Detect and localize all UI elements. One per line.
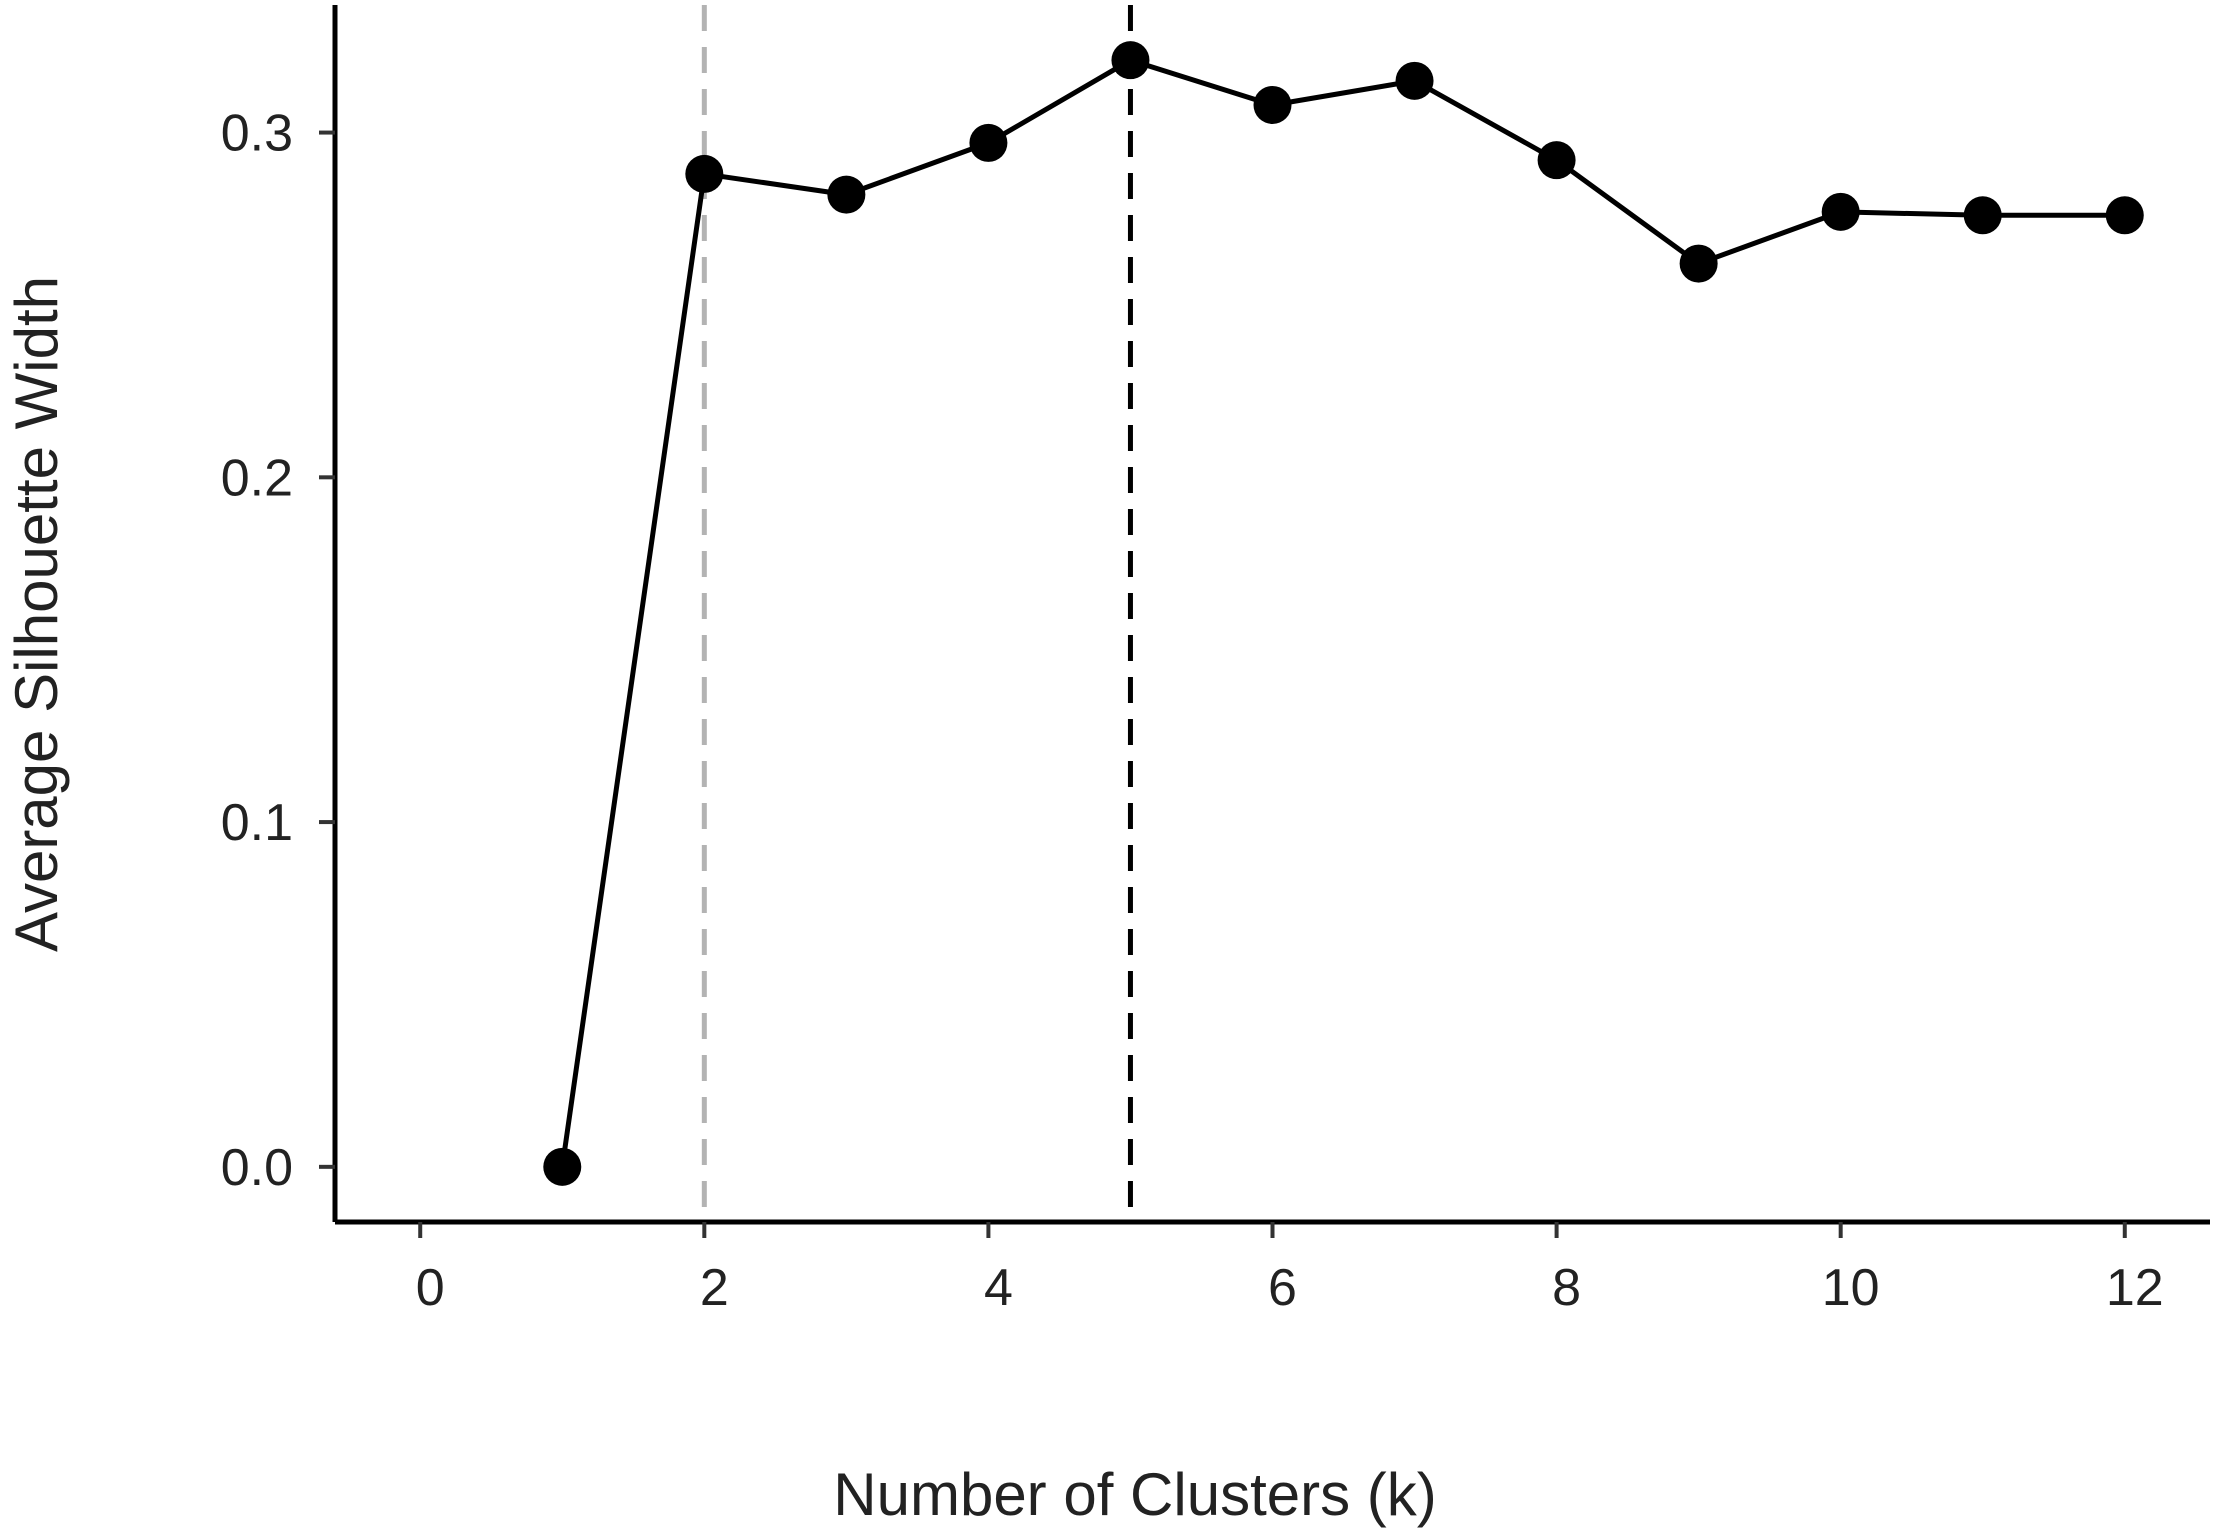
- data-point-k2: [685, 154, 724, 193]
- data-point-k10: [1821, 192, 1860, 231]
- y-tick-label: 0.0: [221, 1139, 293, 1197]
- tick-labels: 0 2 4 6 8 10 12 0.0 0.1 0.2 0.3: [221, 105, 2164, 1317]
- x-tick-label: 0: [416, 1259, 445, 1317]
- data-point-k9: [1679, 244, 1718, 283]
- data-point-k1: [543, 1147, 582, 1186]
- series-line: [559, 57, 2125, 1168]
- x-tick-label: 10: [1822, 1259, 1880, 1317]
- data-point-k6: [1253, 85, 1292, 124]
- axes: [319, 5, 2210, 1238]
- data-point-k11: [1963, 196, 2002, 235]
- x-tick-label: 12: [2106, 1259, 2164, 1317]
- x-tick-label: 6: [1268, 1259, 1297, 1317]
- reference-lines: [701, 5, 1133, 1222]
- x-tick-label: 8: [1552, 1259, 1581, 1317]
- x-tick-label: 2: [700, 1259, 729, 1317]
- x-axis-title: Number of Clusters (k): [833, 1461, 1436, 1528]
- series-layer: [543, 41, 2144, 1186]
- y-tick-label: 0.3: [221, 105, 293, 163]
- data-point-k5: [1111, 41, 1150, 80]
- data-point-k8: [1537, 141, 1576, 180]
- y-tick-label: 0.2: [221, 449, 293, 507]
- x-tick-label: 4: [984, 1259, 1013, 1317]
- data-point-k3: [827, 175, 866, 214]
- y-axis-title: Average Silhouette Width: [3, 276, 70, 952]
- data-point-k4: [969, 123, 1008, 162]
- data-point-k7: [1395, 61, 1434, 100]
- data-point-k12: [2105, 196, 2144, 235]
- y-tick-label: 0.1: [221, 794, 293, 852]
